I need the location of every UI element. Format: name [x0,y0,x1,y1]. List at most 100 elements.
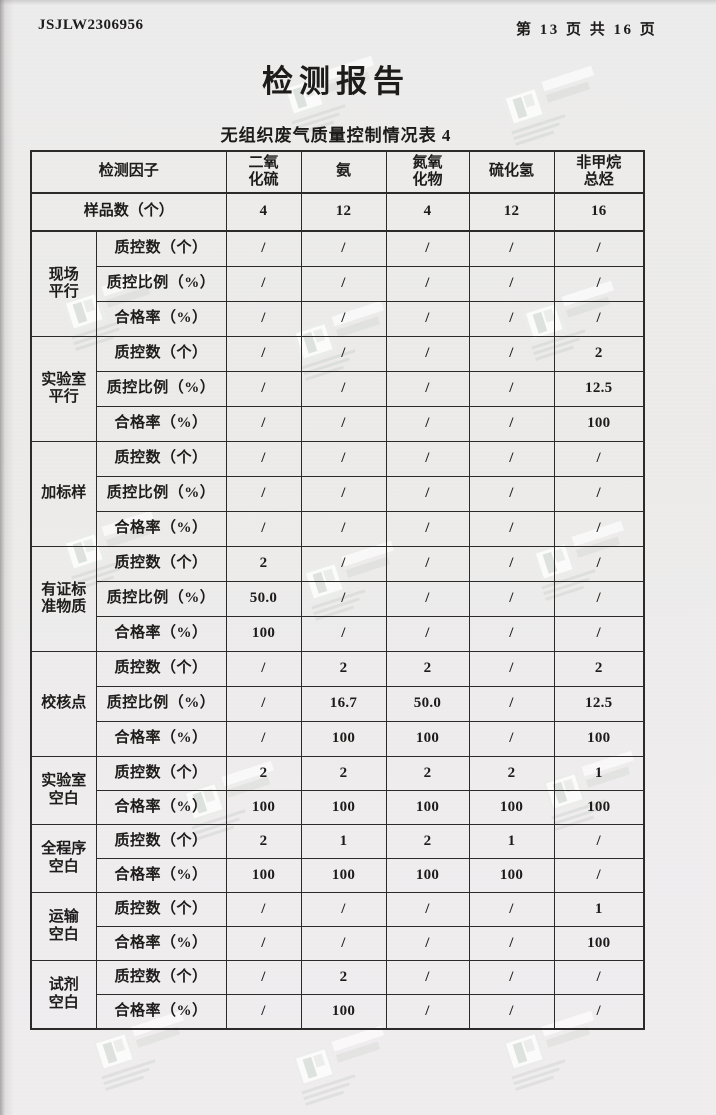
value-cell: / [468,476,555,512]
value-cell: / [468,651,555,687]
column-header-cell-4: 非甲烷 总烃 [553,150,645,194]
value-cell: / [468,686,555,722]
value-cell: / [468,371,555,407]
value-cell: 16.7 [300,686,387,722]
value-cell: / [553,230,645,267]
qc-row: 合格率（%）/100// / [31,994,645,1030]
value-cell: 12.5 [553,686,645,722]
value-cell: 100 [553,406,645,442]
qc-table: 检测因子 二氧 化硫氨氮氧 化物 硫化氢 非甲烷 总烃 样品数（个） 4 12 4 12 16 现场… [30,150,646,1030]
column-header-cell-3: 硫化氢 [468,150,555,194]
qc-row: 全程序 空白 质控数（个） 2 1 2 1/ [30,824,645,893]
group-label-cell-2: 加标样 [30,441,97,547]
value-cell: / [553,994,645,1030]
value-cell: / [225,301,302,337]
row-label-cell: 合格率（%） [95,994,227,1030]
value-cell: / [468,336,555,372]
value-cell: / [553,858,645,893]
qc-row: 现场 平行 质控数（个） / / / / / [30,230,645,337]
value-cell: 100 [385,858,470,893]
value-cell: 12.5 [553,371,645,407]
row-label-cell: 质控数（个） [95,546,227,582]
value-cell: / [553,824,645,859]
row-label-cell: 合格率（%） [95,511,227,547]
value-cell: / [300,546,387,582]
value-cell: 50.0 [225,581,302,617]
value-cell: / [468,892,555,927]
group-label-cell-1: 实验室 平行 [30,336,97,442]
value-cell: / [385,994,470,1030]
value-cell: / [385,926,470,961]
value-cell: / [468,960,555,995]
page-indicator: 第 13 页 共 16 页 [516,22,658,38]
value-cell: / [225,406,302,442]
sample-count-row: 样品数（个） 4 12 4 12 16 [30,192,645,232]
value-cell: / [225,994,302,1030]
value-cell: / [225,476,302,512]
qc-row: 加标样 质控数（个） / / / / / [30,441,645,547]
row-label-cell: 质控数（个） [95,960,227,995]
column-header-cell-1: 氨 [300,150,387,194]
value-cell: / [385,581,470,617]
row-label-cell: 质控比例（%） [95,581,227,617]
value-cell: 1 [300,824,387,859]
title-block: 检测报告 无组织废气质量控制情况表 4 [0,56,672,146]
value-cell: / [300,616,387,652]
value-cell: / [468,581,555,617]
row-label-cell: 合格率（%） [95,616,227,652]
value-cell: / [468,994,555,1030]
value-cell: / [385,511,470,547]
sample-count-value-cell-0: 4 [225,192,302,232]
row-label-cell: 合格率（%） [95,790,227,825]
value-cell: / [300,476,387,512]
group-label-cell-6: 全程序 空白 [30,824,97,893]
value-cell: / [468,721,555,757]
value-cell: 1 [553,892,645,927]
value-cell: / [300,581,387,617]
sample-count-label-cell: 样品数（个） [30,192,227,232]
qc-row: 质控比例（%） 50.0// / / [31,581,645,617]
value-cell: 2 [300,756,387,791]
row-label-cell: 质控数（个） [95,336,227,372]
scan-edge-shadow-top [0,0,716,5]
value-cell: / [385,616,470,652]
value-cell: 100 [225,790,302,825]
value-cell: / [225,686,302,722]
value-cell: 2 [300,960,387,995]
value-cell: / [300,371,387,407]
sample-count-value-cell-2: 4 [385,192,470,232]
value-cell: / [225,441,302,477]
value-cell: / [225,371,302,407]
value-cell: / [468,441,555,477]
value-cell: 100 [385,790,470,825]
value-cell: 100 [553,721,645,757]
row-label-cell: 合格率（%） [95,721,227,757]
group-label-cell-8: 试剂 空白 [30,960,97,1030]
value-cell: / [553,441,645,477]
value-cell: / [385,336,470,372]
qc-row: 合格率（%） 100 100 100 100 100 [31,790,645,825]
value-cell: / [468,230,555,267]
value-cell: 50.0 [385,686,470,722]
value-cell: 100 [300,790,387,825]
sample-count-value-cell-1: 12 [300,192,387,232]
value-cell: 100 [225,616,302,652]
value-cell: 2 [225,824,302,859]
value-cell: / [385,441,470,477]
value-cell: / [468,546,555,582]
value-cell: / [225,892,302,927]
value-cell: 100 [468,790,555,825]
row-label-cell: 合格率（%） [95,406,227,442]
row-label-cell: 质控数（个） [95,441,227,477]
qc-row: 质控比例（%） / / / / / [31,266,645,302]
value-cell: / [385,546,470,582]
qc-row: 运输 空白 质控数（个） / / //1 [30,892,645,961]
value-cell: / [300,336,387,372]
value-cell: 1 [553,756,645,791]
value-cell: / [553,476,645,512]
sample-count-value-cell-4: 16 [553,192,645,232]
value-cell: 2 [468,756,555,791]
qc-row: 校核点 质控数（个）/2 2/2 [30,651,645,757]
value-cell: 2 [553,651,645,687]
